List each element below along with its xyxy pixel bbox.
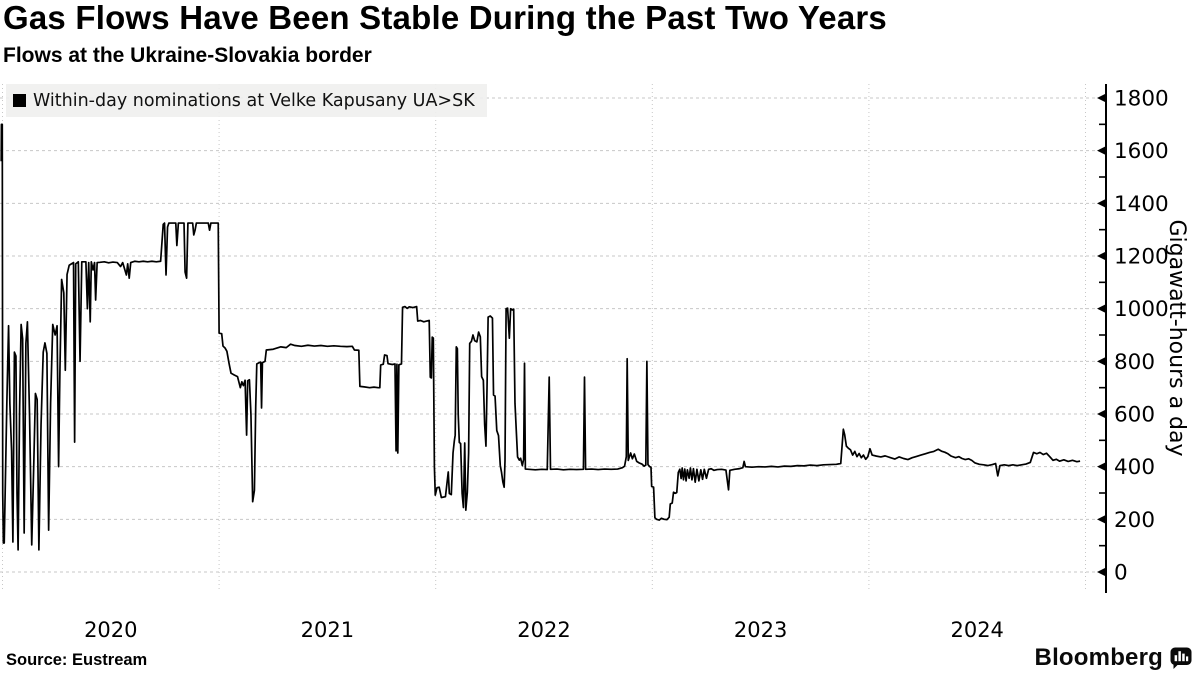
y-major-tick — [1097, 514, 1106, 524]
y-major-tick — [1097, 567, 1106, 577]
y-major-tick — [1097, 356, 1106, 366]
y-tick-label: 400 — [1114, 455, 1155, 480]
legend-swatch-icon — [13, 94, 26, 107]
series-path — [0, 123, 1081, 551]
bloomberg-chart-icon — [1170, 647, 1192, 669]
y-tick-label: 1400 — [1114, 192, 1169, 217]
source-note: Source: Eustream — [6, 651, 148, 669]
x-axis-labels: 2020 2021 2022 2023 2024 — [84, 618, 1004, 642]
x-tick-label: 2020 — [84, 618, 137, 642]
y-major-tick — [1097, 146, 1106, 156]
bloomberg-logo: Bloomberg — [1035, 644, 1192, 672]
gridlines — [0, 84, 1105, 592]
x-tick-label: 2022 — [517, 618, 570, 642]
y-tick-label: 600 — [1114, 403, 1155, 428]
chart-subtitle: Flows at the Ukraine-Slovakia border — [3, 44, 372, 67]
legend: Within-day nominations at Velke Kapusany… — [6, 84, 487, 117]
series-line — [0, 123, 1081, 551]
y-tick-label: 0 — [1114, 561, 1128, 586]
y-tick-label: 200 — [1114, 508, 1155, 533]
y-tick-label: 1800 — [1114, 87, 1169, 112]
x-tick-label: 2023 — [734, 618, 787, 642]
y-major-tick — [1097, 462, 1106, 472]
y-major-tick — [1097, 409, 1106, 419]
y-major-tick — [1097, 304, 1106, 314]
x-tick-label: 2024 — [950, 618, 1003, 642]
y-major-tick — [1097, 93, 1106, 103]
y-tick-label: 1000 — [1114, 297, 1169, 322]
x-tick-label: 2021 — [301, 618, 354, 642]
bloomberg-logo-text: Bloomberg — [1034, 644, 1163, 671]
y-tick-label: 1600 — [1114, 139, 1169, 164]
chart-title: Gas Flows Have Been Stable During the Pa… — [3, 0, 887, 36]
y-tick-label: 800 — [1114, 350, 1155, 375]
y-major-tick — [1097, 251, 1106, 261]
y-axis: 0 200 400 600 800 1000 1200 1400 1600 1800 Gigawat… — [1097, 84, 1189, 593]
y-tick-label: 1200 — [1114, 245, 1169, 270]
y-major-tick — [1097, 198, 1106, 208]
y-axis-title: Gigawatt-hours a day — [1164, 219, 1189, 456]
legend-label: Within-day nominations at Velke Kapusany… — [33, 90, 475, 111]
